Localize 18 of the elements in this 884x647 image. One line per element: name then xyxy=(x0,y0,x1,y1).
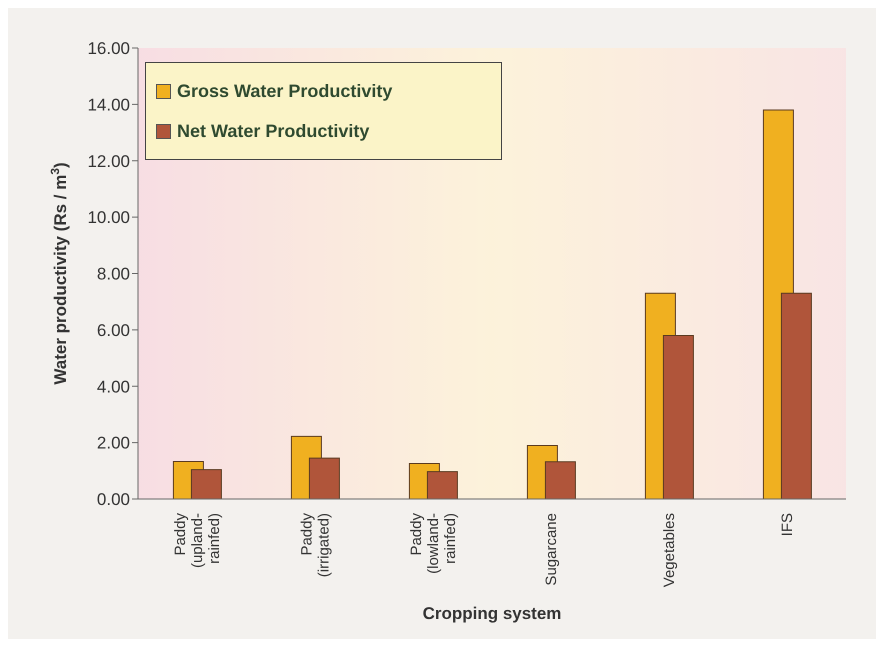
x-tick-label: Sugarcane xyxy=(543,513,560,586)
x-tick-label: Paddy (upland- rainfed) xyxy=(172,512,223,568)
y-tick-label: 6.00 xyxy=(96,320,130,340)
y-tick-label: 14.00 xyxy=(87,95,130,114)
x-tick-label: IFS xyxy=(779,513,796,536)
y-tick-label: 8.00 xyxy=(96,264,130,284)
legend-label: Net Water Productivity xyxy=(177,120,370,142)
x-axis-title: Cropping system xyxy=(422,604,562,623)
x-tick-label: Paddy (lowland- rainfed) xyxy=(408,512,459,574)
y-tick-label: 0.00 xyxy=(96,490,130,510)
y-tick-label: 12.00 xyxy=(87,152,130,171)
x-tick-label: Vegetables xyxy=(661,513,678,588)
y-tick-label: 4.00 xyxy=(96,377,130,396)
legend-label: Gross Water Productivity xyxy=(177,80,392,102)
y-tick-label: 16.00 xyxy=(87,39,130,58)
y-tick-label: 2.00 xyxy=(96,434,130,453)
y-tick-label: 10.00 xyxy=(87,208,130,228)
x-tick-label: Paddy (irrigated) xyxy=(298,512,332,578)
